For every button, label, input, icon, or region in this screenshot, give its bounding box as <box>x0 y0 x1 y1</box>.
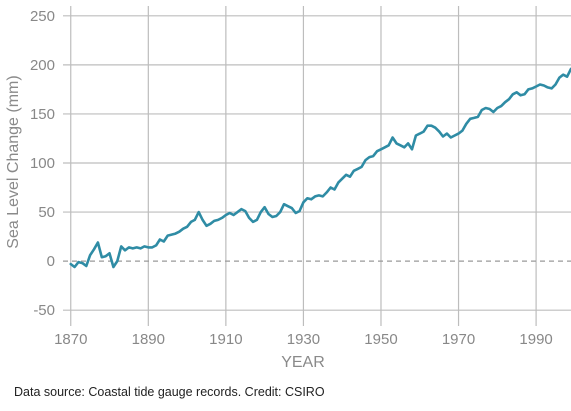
y-tick-label: 150 <box>30 106 55 123</box>
data-source-caption: Data source: Coastal tide gauge records.… <box>14 385 325 399</box>
series-layer <box>69 67 571 269</box>
y-tick-label: 100 <box>30 155 55 172</box>
x-axis-label: YEAR <box>281 354 325 371</box>
y-tick-label: 50 <box>38 204 55 221</box>
chart-grid <box>63 6 571 326</box>
y-tick-label: 200 <box>30 57 55 74</box>
x-tick-label: 1890 <box>132 331 165 348</box>
x-tick-label: 1910 <box>209 331 242 348</box>
y-tick-label: 250 <box>30 8 55 25</box>
y-axis-label: Sea Level Change (mm) <box>5 75 22 248</box>
y-tick-label: 0 <box>47 253 55 270</box>
x-tick-label: 1870 <box>54 331 87 348</box>
x-tick-label: 1970 <box>442 331 475 348</box>
x-tick-label: 1990 <box>519 331 552 348</box>
axis-tick-labels: -50 0 50 100 150 200 250 1870 1890 1910 1930 1950 19… <box>30 8 553 348</box>
x-tick-label: 1950 <box>364 331 397 348</box>
y-tick-label: -50 <box>33 302 55 319</box>
sea-level-series-line <box>69 67 571 269</box>
x-tick-label: 1930 <box>287 331 320 348</box>
